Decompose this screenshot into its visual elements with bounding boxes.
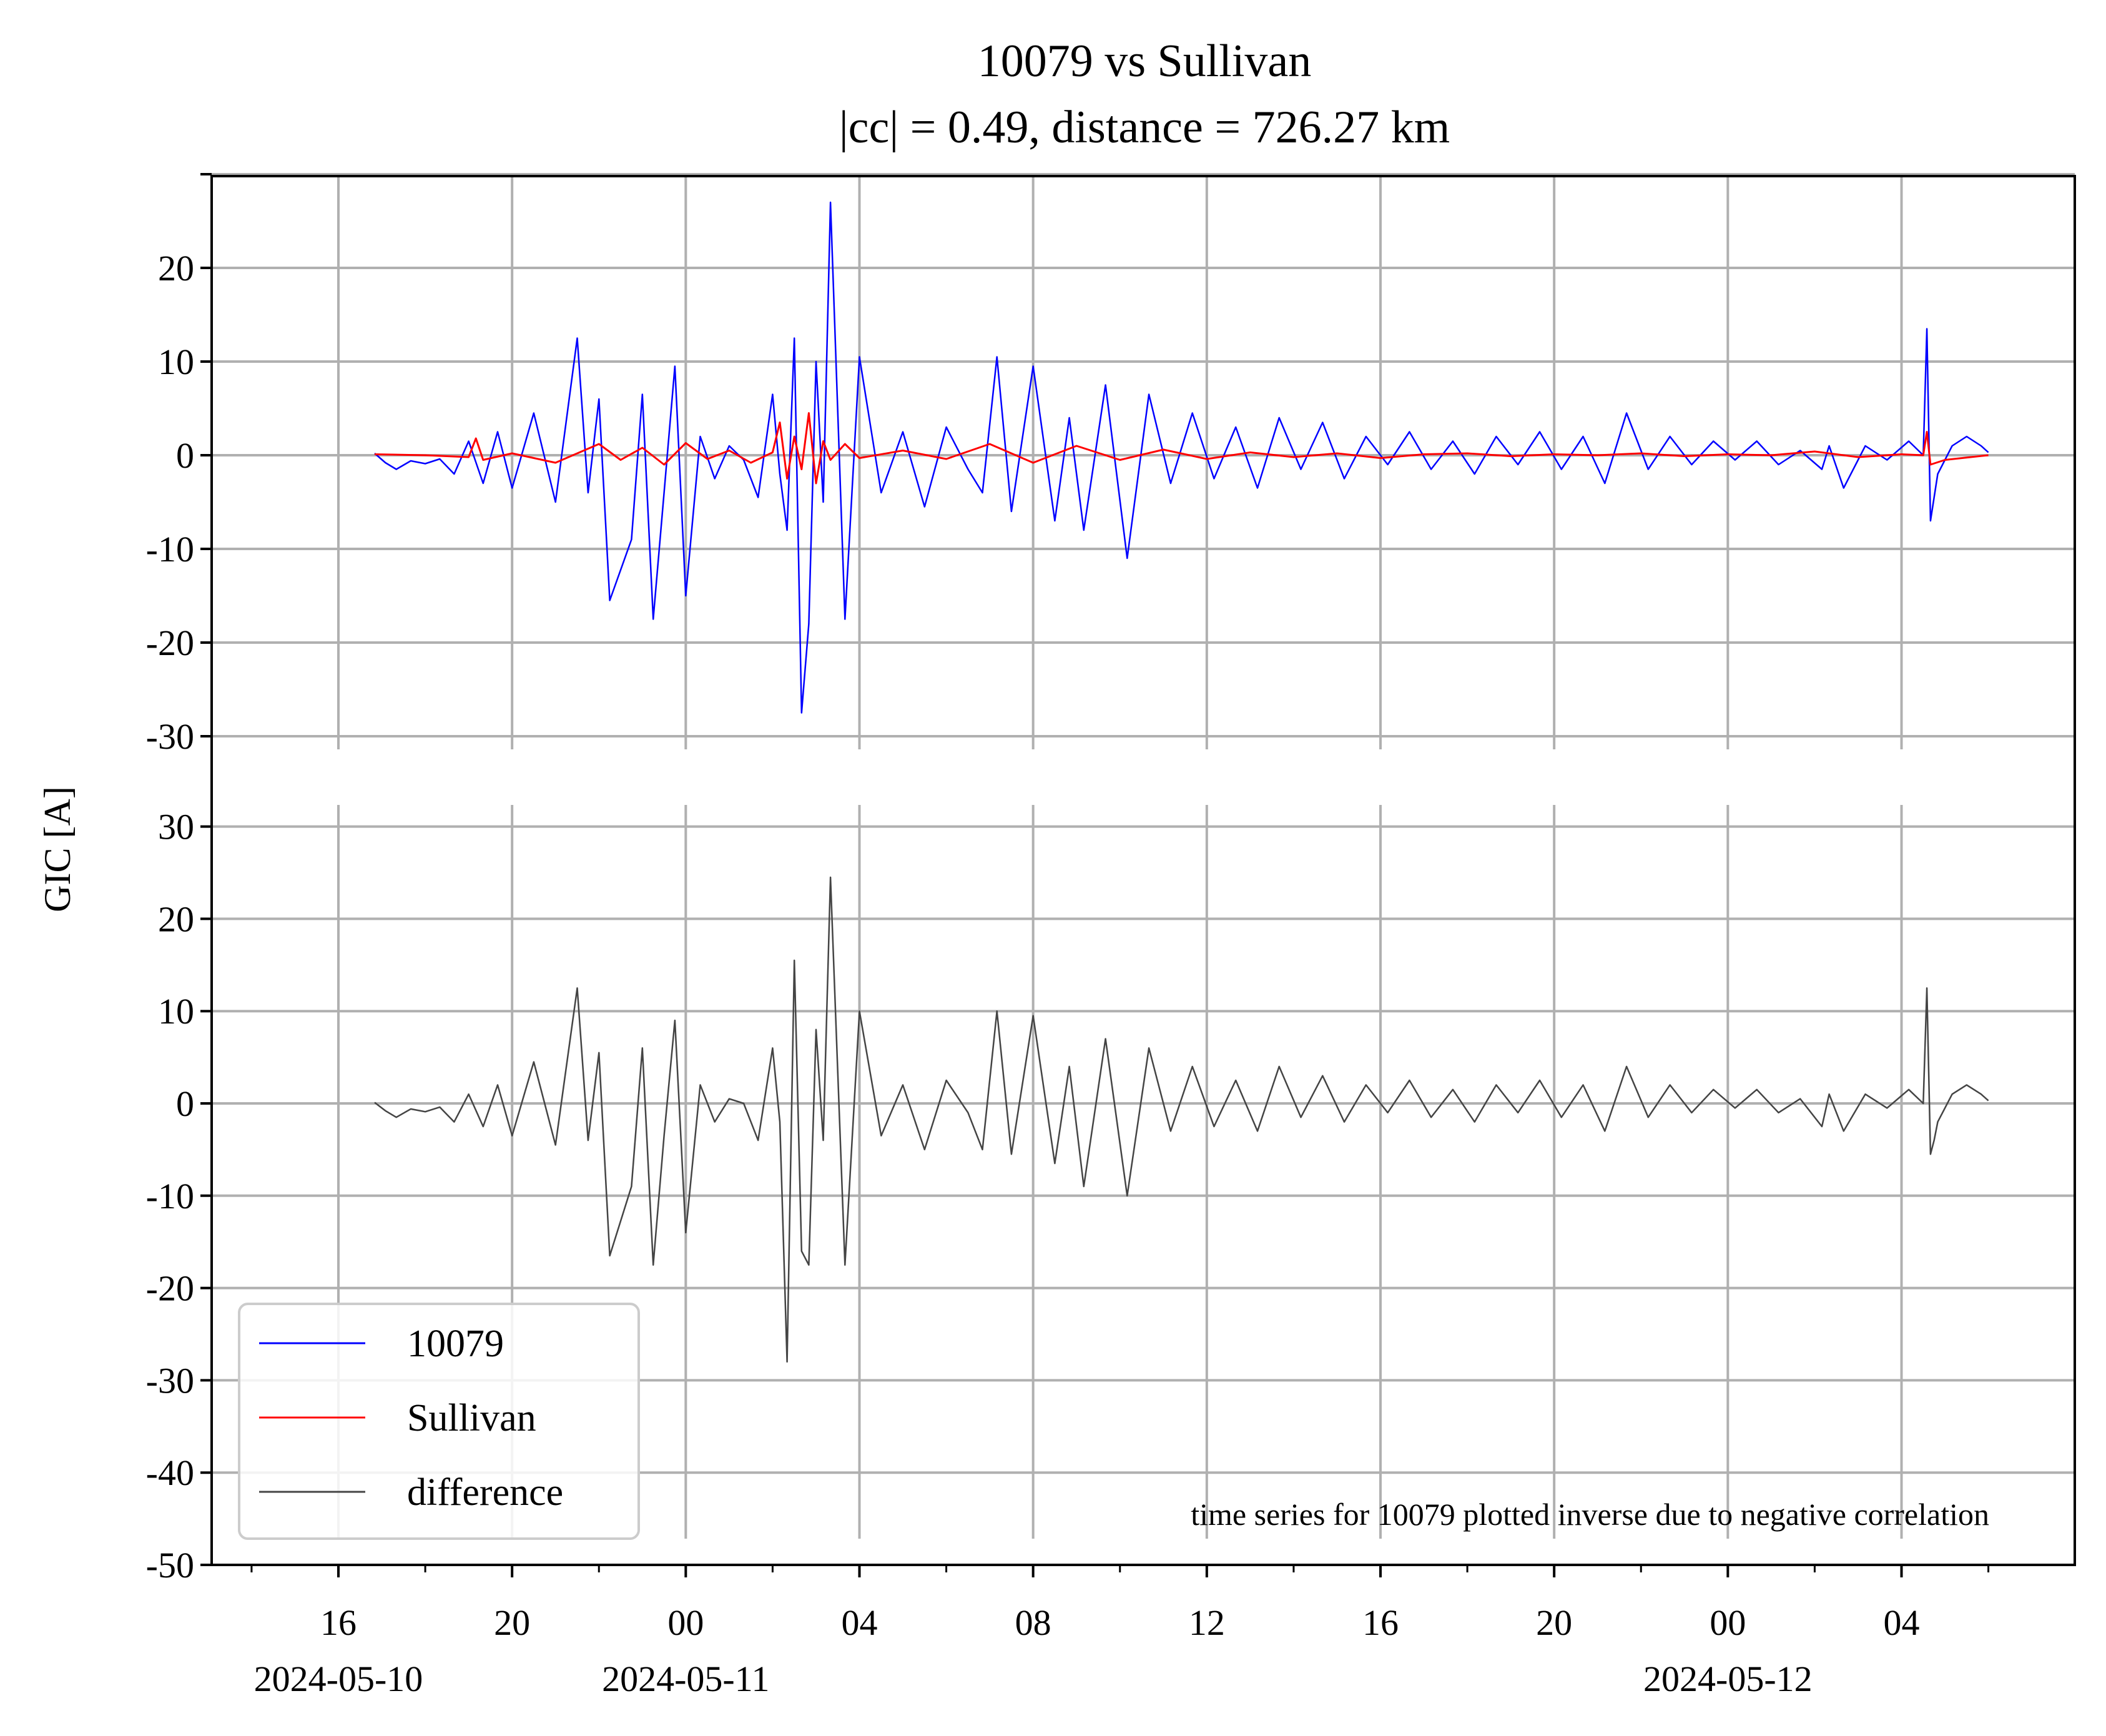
y-tick-label-0-5: -20 — [146, 623, 194, 663]
x-tick-label-8: 00 — [1710, 1602, 1746, 1643]
series-line-difference — [374, 876, 1989, 1363]
y-tick-label-1-6: -30 — [146, 1360, 194, 1401]
series-line-10079 — [374, 201, 1989, 714]
y-tick-label-0-3: 0 — [176, 435, 194, 476]
y-tick-label-1-7: -40 — [146, 1452, 194, 1493]
y-tick-label-1-5: -20 — [146, 1268, 194, 1309]
x-tick-label-2: 00 — [667, 1602, 704, 1643]
y-tick-label-1-0: 30 — [158, 807, 194, 847]
chart-subtitle: |cc| = 0.49, distance = 726.27 km — [839, 102, 1450, 153]
chart-title: 10079 vs Sullivan — [978, 36, 1311, 87]
y-tick-label-1-2: 10 — [158, 991, 194, 1032]
y-tick-label-0-4: -10 — [146, 529, 194, 570]
legend-box — [238, 1303, 640, 1540]
y-tick-label-1-4: -10 — [146, 1176, 194, 1216]
y-tick-label-1-1: 20 — [158, 899, 194, 939]
x-date-label-8: 2024-05-12 — [1643, 1659, 1813, 1699]
x-tick-label-5: 12 — [1189, 1602, 1225, 1643]
y-tick-label-1-8: -50 — [146, 1545, 194, 1586]
y-tick-label-0-6: -30 — [146, 716, 194, 757]
x-tick-label-9: 04 — [1884, 1602, 1920, 1643]
x-tick-label-3: 04 — [842, 1602, 878, 1643]
y-tick-label-0-2: 10 — [158, 342, 194, 382]
x-tick-label-6: 16 — [1362, 1602, 1399, 1643]
y-axis-label: GIC [A] — [37, 786, 78, 912]
x-tick-label-0: 16 — [320, 1602, 357, 1643]
series-layer — [374, 201, 1989, 1363]
x-date-label-0: 2024-05-10 — [254, 1659, 423, 1699]
legend: 10079 Sullivan difference — [238, 1303, 640, 1540]
x-tick-label-4: 08 — [1015, 1602, 1051, 1643]
plot-frame — [210, 175, 2076, 1566]
legend-label-10079: 10079 — [407, 1323, 504, 1365]
x-tick-label-1: 20 — [494, 1602, 530, 1643]
inverse-annotation: time series for 10079 plotted inverse du… — [1191, 1497, 1989, 1532]
legend-label-difference: difference — [407, 1471, 563, 1514]
legend-label-sullivan: Sullivan — [407, 1397, 536, 1439]
series-line-sullivan — [374, 412, 1989, 485]
x-tick-label-7: 20 — [1536, 1602, 1572, 1643]
y-tick-label-1-3: 0 — [176, 1083, 194, 1124]
grid-layer — [212, 173, 2075, 1566]
y-tick-label-0-1: 20 — [158, 248, 194, 289]
x-date-label-2: 2024-05-11 — [602, 1659, 769, 1699]
